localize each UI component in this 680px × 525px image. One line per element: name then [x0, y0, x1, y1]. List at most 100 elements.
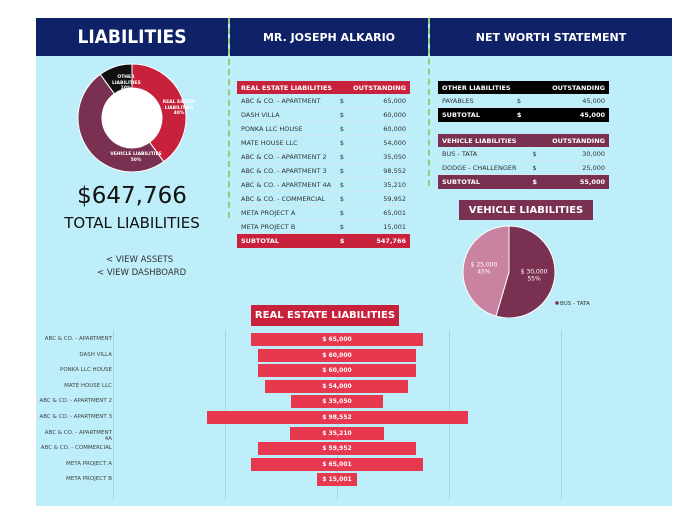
cell-amount: 98,552: [348, 163, 410, 178]
cell-cur: $: [335, 205, 349, 220]
pie-value-label: $ 30,000: [521, 269, 548, 276]
view-dashboard-link[interactable]: < VIEW DASHBOARD: [97, 268, 187, 278]
table-row: ABC & CO. - APARTMENT 4A $35,210: [237, 177, 410, 192]
donut-label-vehicle: VEHICLE LIABILITIES 50%: [110, 152, 162, 163]
table-row: ABC & CO. - APARTMENT 3 $98,552: [237, 163, 410, 178]
table-row: META PROJECT B $15,001: [237, 219, 410, 234]
cell-name: ABC & CO. - APARTMENT 2: [237, 149, 336, 164]
other-subtotal-row: SUBTOTAL $ 45,000: [438, 107, 609, 122]
cell-amount: 60,000: [348, 107, 410, 122]
pie-value-label: $ 25,000: [471, 261, 498, 268]
separator-left: [228, 18, 230, 218]
bar-category-label: PONKA LLC HOUSE: [60, 367, 112, 374]
donut-hole: [102, 88, 162, 148]
chart-gridline: [561, 330, 562, 500]
real-estate-bar-chart: ABC & CO. - APARTMENT $ 65,000 DASH VILLA $…: [36, 330, 672, 506]
cell-name: ABC & CO. - COMMERCIAL: [237, 191, 336, 206]
header-title: LIABILITIES: [36, 18, 228, 56]
other-liabilities-table: OTHER LIABILITIES OUTSTANDING PAYABLES $…: [438, 81, 609, 122]
pie-slice: [495, 225, 556, 318]
chart-gridline: [113, 330, 114, 500]
real-estate-chart-title: REAL ESTATE LIABILITIES: [251, 305, 399, 326]
real-estate-table-header: REAL ESTATE LIABILITIES OUTSTANDING: [237, 81, 410, 94]
cell-name: META PROJECT A: [237, 205, 336, 220]
table-row: DASH VILLA $60,000: [237, 107, 410, 122]
bar-category-label: ABC & CO. - COMMERCIAL: [40, 445, 112, 452]
bar: $ 35,050: [290, 395, 384, 409]
cell-name: PONKA LLC HOUSE: [237, 121, 336, 136]
other-table-header: OTHER LIABILITIES OUTSTANDING: [438, 81, 609, 94]
pie-percent-label: 45%: [477, 268, 491, 275]
bar-category-label: ABC & CO. - APARTMENT: [44, 336, 112, 342]
total-liabilities-label: TOTAL LIABILITIES: [64, 214, 200, 232]
dashboard-canvas: LIABILITIES MR. JOSEPH ALKARIO NET WORTH…: [36, 18, 672, 506]
pie-percent-label: 55%: [527, 276, 541, 283]
bar: $ 60,000: [257, 348, 417, 362]
cell-name: DASH VILLA: [237, 107, 336, 122]
bar: $ 35,210: [290, 426, 384, 440]
legend-label: BUS - TATA: [560, 301, 590, 307]
bar-category-label: ABC & CO. - APARTMENT 3: [39, 414, 112, 420]
cell-name: ABC & CO. - APARTMENT: [237, 94, 336, 108]
view-assets-link[interactable]: < VIEW ASSETS: [106, 255, 174, 265]
bar: $ 98,552: [206, 411, 468, 424]
vehicle-liabilities-table: VEHICLE LIABILITIES OUTSTANDING BUS - TA…: [438, 134, 609, 189]
cell-cur: $: [335, 163, 349, 178]
cell-cur: $: [335, 219, 349, 234]
table-row: ABC & CO. - APARTMENT 2 $35,050: [237, 149, 410, 164]
vehicle-chart-title: VEHICLE LIABILITIES: [459, 200, 593, 220]
real-estate-table: REAL ESTATE LIABILITIES OUTSTANDING ABC …: [237, 81, 410, 248]
donut-label-real-estate: REAL ESTATE LIABILITIES 40%: [162, 100, 196, 116]
bar-category-label: MATE HOUSE LLC: [64, 382, 112, 389]
cell-name: META PROJECT B: [237, 219, 336, 234]
cell-cur: $: [335, 94, 349, 108]
cell-amount: 65,000: [348, 94, 410, 108]
cell-amount: 35,050: [348, 149, 410, 164]
cell-name: ABC & CO. - APARTMENT 3: [237, 163, 336, 178]
legend-swatch: [555, 301, 559, 305]
bar: $ 59,952: [257, 442, 417, 456]
table-row: BUS - TATA $ 30,000: [438, 147, 609, 161]
vehicle-table-header: VEHICLE LIABILITIES OUTSTANDING: [438, 134, 609, 147]
cell-cur: $: [335, 107, 349, 122]
liabilities-donut-chart: [77, 63, 187, 173]
cell-amount: 59,952: [348, 191, 410, 206]
bar-category-label: DASH VILLA: [79, 351, 112, 358]
cell-cur: $: [335, 121, 349, 136]
table-row: PONKA LLC HOUSE $60,000: [237, 121, 410, 136]
bar: $ 15,001: [317, 473, 357, 487]
cell-amount: 65,001: [348, 205, 410, 220]
bar: $ 60,000: [257, 364, 417, 378]
cell-cur: $: [335, 177, 349, 192]
separator-right: [428, 18, 430, 186]
bar: $ 65,001: [250, 457, 424, 471]
total-liabilities-value: $647,766: [77, 183, 187, 209]
pie-slice: [462, 225, 510, 317]
cell-cur: $: [335, 191, 349, 206]
bar-category-label: ABC & CO. - APARTMENT 4A: [44, 429, 112, 442]
statement-title: NET WORTH STATEMENT: [475, 30, 627, 44]
header-person: MR. JOSEPH ALKARIO: [230, 18, 428, 56]
cell-amount: 15,001: [348, 219, 410, 234]
cell-name: MATE HOUSE LLC: [237, 135, 336, 150]
table-row: ABC & CO. - APARTMENT $65,000: [237, 94, 410, 108]
table-row: META PROJECT A $65,001: [237, 205, 410, 220]
bar-category-label: ABC & CO. - APARTMENT 2: [39, 398, 112, 405]
table-row: ABC & CO. - COMMERCIAL $59,952: [237, 191, 410, 206]
table-row: DODGE - CHALLENGER $ 25,000: [438, 160, 609, 175]
cell-cur: $: [335, 135, 349, 150]
table-row: PAYABLES $ 45,000: [438, 94, 609, 108]
table-row: MATE HOUSE LLC $54,000: [237, 135, 410, 150]
person-name: MR. JOSEPH ALKARIO: [262, 30, 396, 44]
bar-category-label: META PROJECT A: [66, 460, 112, 467]
bar: $ 54,000: [265, 379, 409, 393]
cell-amount: 60,000: [348, 121, 410, 136]
cell-amount: 35,210: [348, 177, 410, 192]
page-title: LIABILITIES: [77, 26, 187, 48]
header-statement: NET WORTH STATEMENT: [430, 18, 672, 56]
cell-cur: $: [335, 149, 349, 164]
cell-name: ABC & CO. - APARTMENT 4A: [237, 177, 336, 192]
bar-category-label: META PROJECT B: [66, 476, 112, 483]
vehicle-subtotal-row: SUBTOTAL $ 55,000: [438, 174, 609, 189]
